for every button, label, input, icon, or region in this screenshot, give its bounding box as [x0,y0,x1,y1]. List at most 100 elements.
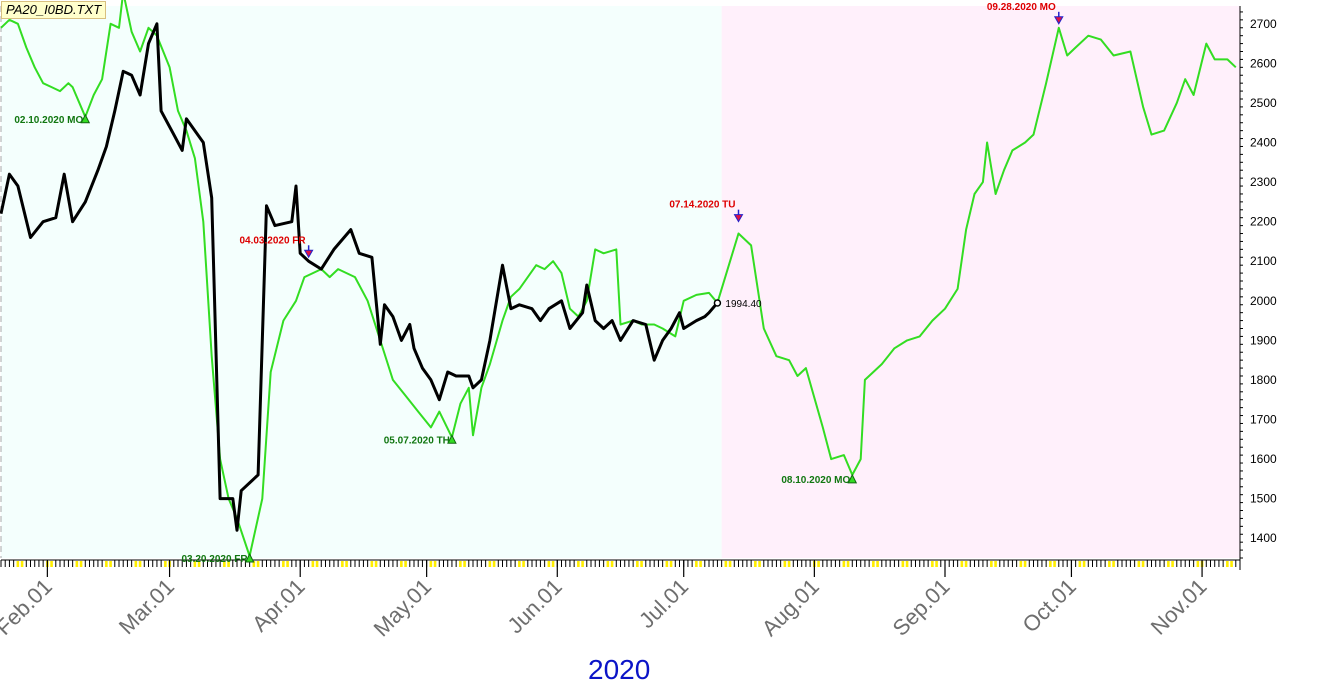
weekend-mark [1082,561,1086,567]
y-tick-label-2100: 2100 [1250,254,1277,268]
y-tick-label-1700: 1700 [1250,413,1277,427]
shaded-regions [0,6,1240,558]
weekend-mark [1023,561,1027,567]
weekend-mark [665,561,669,567]
weekend-mark [138,561,142,567]
weekend-mark [606,561,610,567]
y-tick-label-2000: 2000 [1250,294,1277,308]
weekend-mark [459,561,462,567]
weekend-mark [370,561,374,567]
y-tick-label-2700: 2700 [1250,17,1277,31]
y-tick-label-2500: 2500 [1250,96,1277,110]
series-line-2 [0,22,719,532]
y-axis: 1400 1500 1600 1700 1800 1900 2000 2100 2200 2300… [1239,6,1277,570]
y-tick-label-2300: 2300 [1250,175,1277,189]
annotations: 02.10.2020 MO02.19.2020 WD03.20.2020 FR0… [14,2,1064,565]
weekend-mark [50,561,53,567]
weekend-mark [964,561,968,567]
weekend-mark [522,561,525,567]
weekend-mark [1108,561,1111,567]
weekend-mark [492,561,496,567]
weekend-mark [1167,561,1170,567]
weekend-mark [256,561,260,567]
y-tick-label-2200: 2200 [1250,215,1277,229]
weekend-mark [990,561,993,567]
weekend-mark [400,561,403,567]
weekend-mark [75,561,79,567]
weekend-mark [724,561,728,567]
weekend-mark [463,561,466,567]
weekend-mark [636,561,639,567]
weekend-mark [16,561,20,567]
x-tick-label: Jul.01 [634,574,693,633]
x-tick-label: Apr.01 [247,574,310,637]
weekend-mark [345,561,348,567]
weekend-mark [872,561,875,567]
weekend-mark [728,561,732,567]
weekend-mark [610,561,614,567]
weekend-mark [754,561,757,567]
weekend-mark [1049,561,1052,567]
weekend-mark [341,561,344,567]
weekend-mark [429,561,433,567]
last-value-marker [713,299,722,307]
weekend-mark [193,561,197,567]
weekend-mark [433,561,437,567]
weekend-mark [79,561,83,567]
peak-label-4: 04.03.2020 FR [239,235,306,246]
weekend-mark [817,561,820,567]
weekend-mark [1171,561,1174,567]
weekend-mark [105,561,108,567]
y-tick-label-1400: 1400 [1250,531,1277,545]
trough-label-5: 05.07.2020 TH [384,435,450,446]
weekend-mark [518,561,521,567]
weekend-mark [960,561,964,567]
trough-marker [244,552,255,563]
y-tick-label-1600: 1600 [1250,452,1277,466]
weekend-mark [282,561,285,567]
y-tick-label-1800: 1800 [1250,373,1277,387]
last-value-label: 1994.40 [725,299,762,310]
trough-marker [447,434,457,444]
weekend-mark [252,561,256,567]
weekend-mark [1078,561,1082,567]
weekend-mark [1230,561,1233,567]
trough-label-3: 03.20.2020 FR [181,554,248,565]
weekend-mark [197,561,201,567]
weekend-mark [1226,561,1229,567]
weekend-mark [227,561,230,567]
weekend-mark [404,561,407,567]
weekend-mark [876,561,879,567]
weekend-mark [134,561,138,567]
trough-marker [80,113,91,124]
trough-marker [847,473,858,484]
weekend-mark [758,561,761,567]
weekend-mark [20,561,24,567]
chart-title: PA20_I0BD.TXT [1,1,107,19]
weekend-mark [846,561,850,567]
weekend-mark [787,561,791,567]
weekend-mark [640,561,643,567]
weekend-mark [547,561,551,567]
weekend-mark [109,561,112,567]
x-tick-label: May.01 [369,574,437,642]
y-tick-label-2400: 2400 [1250,136,1277,150]
x-tick-label: Oct.01 [1017,574,1081,638]
x-tick-label: Sep.01 [888,574,955,641]
weekend-mark [783,561,787,567]
x-tick-label: Jun.01 [502,574,566,638]
weekend-mark [935,561,938,567]
weekend-mark [1141,561,1145,567]
weekend-mark [311,561,315,567]
weekend-mark [1019,561,1023,567]
peak-marker [1053,16,1064,25]
x-axis-year-label: 2020 [588,654,651,685]
weekend-mark [577,561,580,567]
peak-marker [303,249,314,259]
shaded-region-1 [1,6,722,558]
weekend-mark [223,561,226,567]
x-axis: Feb.01 Mar.01 Apr.01 May.01 Jun.01 Jul.01 Aug.… [0,559,1241,642]
weekend-mark [931,561,934,567]
peak-label-8: 09.28.2020 MO [987,2,1056,13]
weekend-mark [315,561,319,567]
